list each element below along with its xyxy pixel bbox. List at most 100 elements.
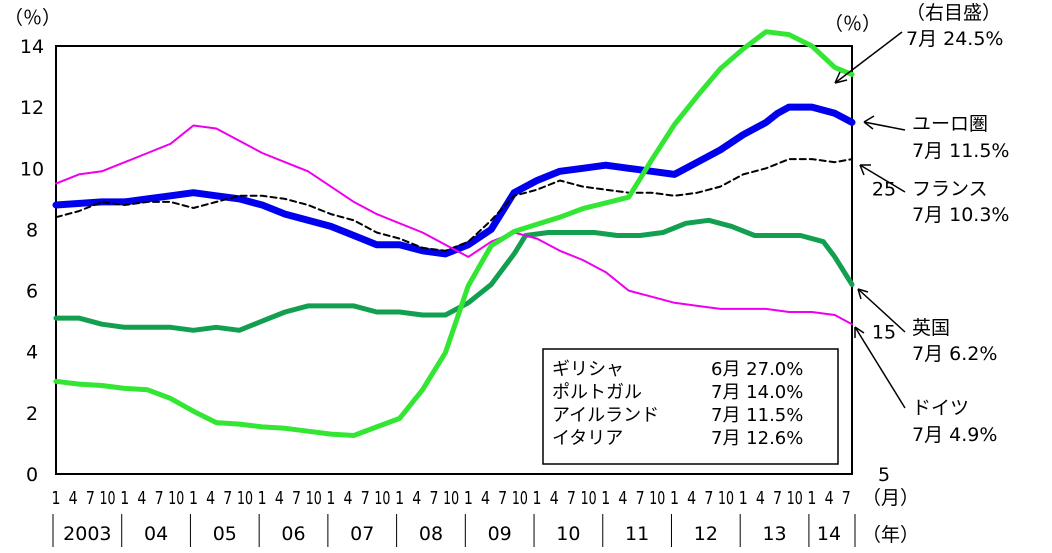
inset-name: ポルトガル [552, 382, 642, 403]
x-month-tick-label: 4 [344, 488, 353, 509]
annotation-uk: 英国 7月 6.2% [857, 288, 997, 365]
annotation-spain-value: 7月 24.5% [906, 28, 1004, 50]
x-month-tick-label: 7 [704, 488, 713, 509]
left-tick-label: 14 [20, 36, 44, 58]
series-line-france [55, 158, 853, 252]
x-month-tick-label: 10 [306, 488, 322, 509]
x-month-tick-label: 1 [120, 488, 129, 509]
x-month-tick-label: 4 [550, 488, 559, 509]
x-month-tick-label: 10 [168, 488, 184, 509]
x-month-tick-label: 7 [842, 488, 851, 509]
x-month-tick-label: 1 [533, 488, 542, 509]
x-month-tick-label: 7 [223, 488, 232, 509]
right-tick-label: 5 [878, 464, 890, 486]
series-line-germany [55, 124, 853, 326]
x-month-tick-label: 10 [443, 488, 459, 509]
series-line-spain [53, 29, 855, 438]
x-year-label: 09 [488, 523, 512, 545]
annotation-france: フランス 7月 10.3% [859, 164, 1010, 226]
left-tick-labels: 0 2 4 6 8 10 12 14 [20, 36, 44, 486]
x-year-label: 2003 [63, 523, 111, 545]
x-month-tick-label: 4 [275, 488, 284, 509]
x-month-tick-label: 4 [481, 488, 490, 509]
x-month-tick-label: 1 [395, 488, 404, 509]
x-month-tick-label: 7 [86, 488, 95, 509]
x-month-tick-label: 1 [601, 488, 610, 509]
x-year-label: 12 [694, 523, 718, 545]
x-year-label: 10 [556, 523, 580, 545]
x-month-tick-label: 10 [718, 488, 734, 509]
x-month-tick-label: 1 [52, 488, 61, 509]
x-month-tick-label: 4 [687, 488, 696, 509]
x-month-tick-label: 7 [292, 488, 301, 509]
right-axis-unit: （％） [824, 13, 881, 35]
x-month-tick-label: 4 [825, 488, 834, 509]
x-month-tick-label: 10 [581, 488, 597, 509]
right-tick-labels: 5 15 25 [872, 179, 896, 486]
inset-name: ギリシャ [552, 359, 624, 380]
left-tick-label: 12 [20, 97, 44, 119]
x-month-tick-label: 4 [206, 488, 215, 509]
left-axis-unit: （％） [4, 7, 61, 29]
x-month-tick-label: 10 [787, 488, 803, 509]
annotation-spain: （右目盛） 7月 24.5% [834, 2, 1004, 84]
x-month-tick-label: 10 [374, 488, 390, 509]
series-line-eurozone [52, 103, 856, 258]
annotation-germany-value: 7月 4.9% [912, 424, 997, 446]
inset-value: 7月 14.0% [711, 382, 803, 403]
inset-value: 6月 27.0% [711, 359, 803, 380]
inset-box: ギリシャ 6月 27.0% ポルトガル 7月 14.0% アイルランド 7月 1… [542, 348, 839, 465]
annotation-uk-label: 英国 [912, 317, 950, 339]
left-tick-label: 6 [26, 281, 38, 303]
x-month-tick-label: 1 [189, 488, 198, 509]
annotation-eurozone: ユーロ圏 7月 11.5% [863, 113, 1010, 162]
inset-value: 7月 12.6% [711, 428, 803, 449]
x-month-tick-label: 10 [649, 488, 665, 509]
x-month-tick-label: 7 [429, 488, 438, 509]
x-month-tick-label: 1 [464, 488, 473, 509]
series-line-uk [53, 217, 855, 333]
x-month-tick-label: 7 [567, 488, 576, 509]
left-tick-label: 10 [20, 158, 44, 180]
x-month-tick-label: 10 [100, 488, 116, 509]
left-tick-label: 4 [26, 342, 38, 364]
x-month-unit: （月） [862, 487, 919, 509]
x-year-label: 05 [213, 523, 237, 545]
right-tick-label: 15 [872, 321, 896, 343]
annotation-eurozone-value: 7月 11.5% [912, 140, 1010, 162]
x-month-tick-label: 4 [412, 488, 421, 509]
x-month-tick-label: 7 [361, 488, 370, 509]
annotation-germany-label: ドイツ [912, 397, 969, 419]
annotation-spain-label: （右目盛） [906, 2, 1001, 24]
x-month-tick-label: 1 [670, 488, 679, 509]
x-month-tick-label: 7 [636, 488, 645, 509]
x-month-tick-label: 7 [773, 488, 782, 509]
x-month-tick-label: 7 [498, 488, 507, 509]
x-year-label: 08 [419, 523, 443, 545]
annotation-eurozone-label: ユーロ圏 [912, 113, 988, 135]
x-month-tick-label: 10 [237, 488, 253, 509]
x-month-tick-label: 4 [137, 488, 146, 509]
inset-name: イタリア [552, 428, 623, 449]
x-month-tick-label: 1 [739, 488, 748, 509]
x-month-tick-label: 4 [618, 488, 627, 509]
x-month-tick-label: 7 [155, 488, 164, 509]
series-layer [52, 29, 856, 438]
x-year-label: 06 [281, 523, 305, 545]
x-month-tick-label: 1 [258, 488, 267, 509]
left-tick-label: 0 [26, 464, 38, 486]
x-month-tick-label: 4 [69, 488, 78, 509]
annotation-france-label: フランス [912, 178, 988, 200]
left-tick-label: 8 [26, 219, 38, 241]
x-month-tick-label: 1 [326, 488, 335, 509]
annotation-uk-value: 7月 6.2% [912, 343, 997, 365]
left-tick-label: 2 [26, 403, 38, 425]
inset-value: 7月 11.5% [711, 405, 803, 426]
x-year-label: 11 [625, 523, 649, 545]
x-month-tick-label: 1 [807, 488, 816, 509]
x-month-tick-label: 10 [512, 488, 528, 509]
x-year-label: 07 [350, 523, 374, 545]
x-year-label: 14 [817, 523, 841, 545]
